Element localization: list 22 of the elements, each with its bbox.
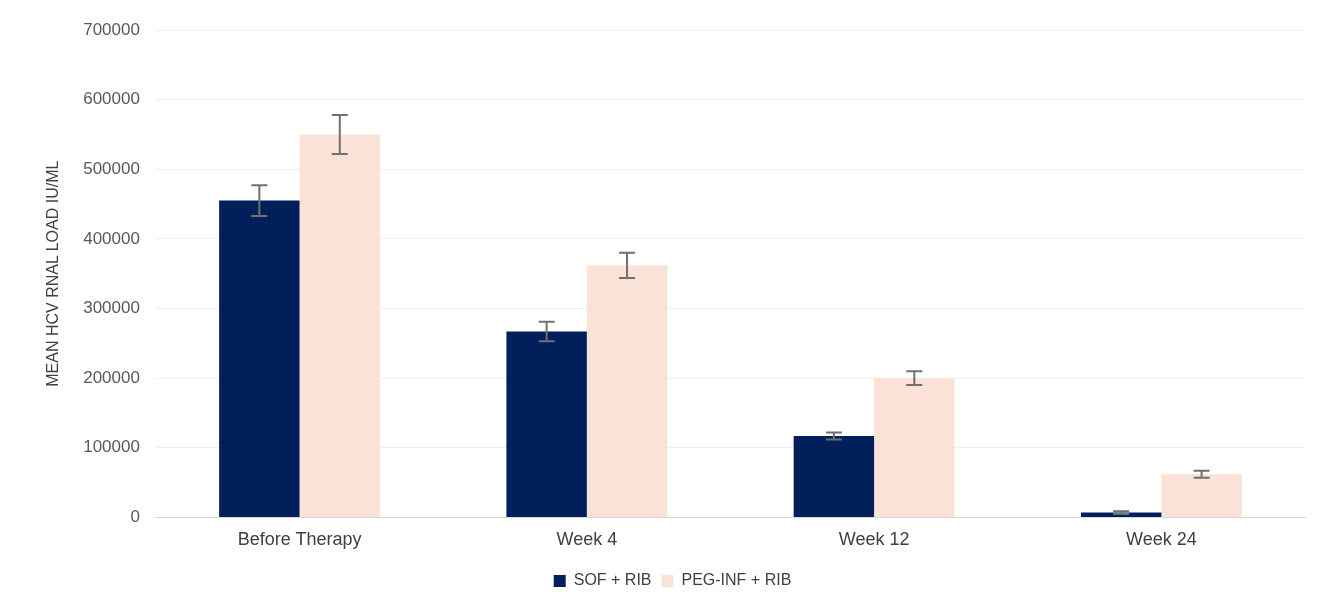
bar xyxy=(219,200,300,517)
y-tick-label: 400000 xyxy=(83,228,140,248)
legend-label: SOF + RIB xyxy=(573,571,652,589)
y-axis-title: MEAN HCV RNAL LOAD IU/ML xyxy=(44,160,62,387)
bar xyxy=(586,265,668,517)
y-tick-label: 100000 xyxy=(83,437,140,457)
x-tick-label: Week 12 xyxy=(838,529,910,550)
bar xyxy=(299,134,380,517)
legend-label: PEG-INF + RIB xyxy=(681,571,792,589)
y-tick-label: 700000 xyxy=(83,19,140,39)
x-tick-label: Week 4 xyxy=(556,529,618,550)
y-tick-label: 500000 xyxy=(83,158,140,178)
x-tick-label: Before Therapy xyxy=(237,529,362,550)
y-tick-label: 600000 xyxy=(83,89,140,109)
y-tick-label: 200000 xyxy=(83,367,140,387)
x-tick-label: Week 24 xyxy=(1126,529,1197,550)
bar xyxy=(1161,474,1242,517)
bar xyxy=(874,378,955,517)
bar xyxy=(506,331,587,517)
y-tick-label: 0 xyxy=(130,507,140,527)
y-tick-label: 300000 xyxy=(83,298,140,318)
bar xyxy=(793,435,875,517)
